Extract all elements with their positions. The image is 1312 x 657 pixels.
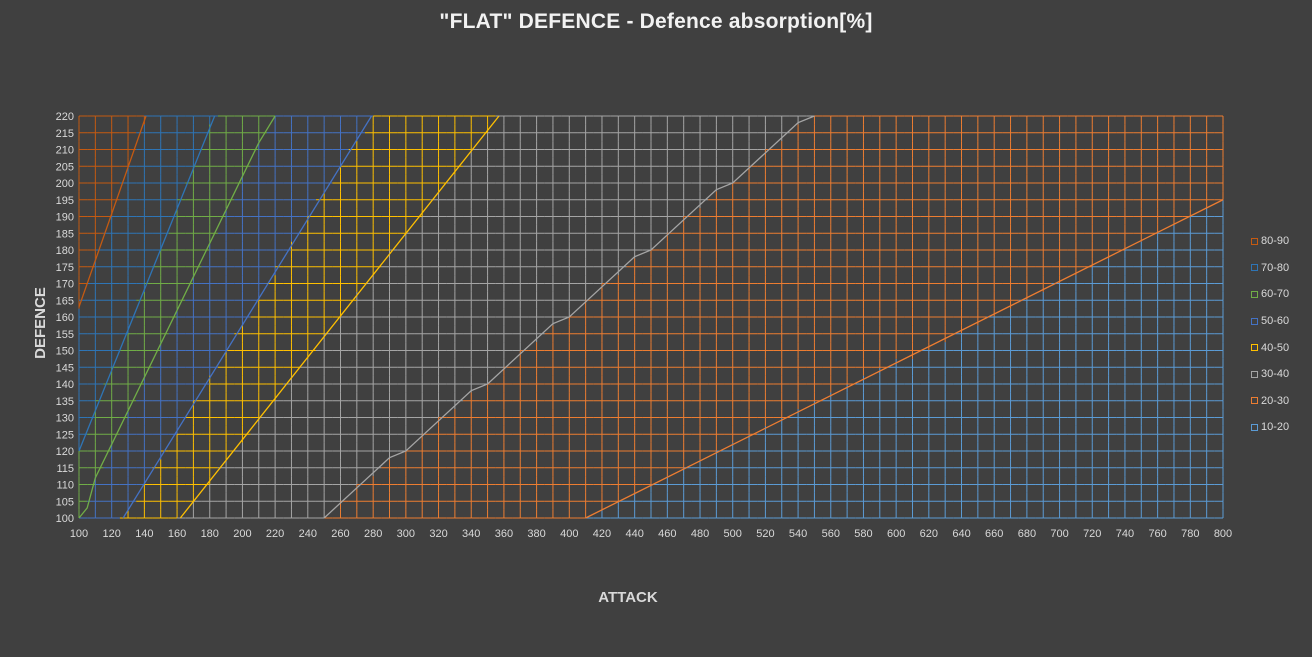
grid-lines [78,115,1224,519]
chart-title: "FLAT" DEFENCE - Defence absorption[%] [439,10,873,33]
